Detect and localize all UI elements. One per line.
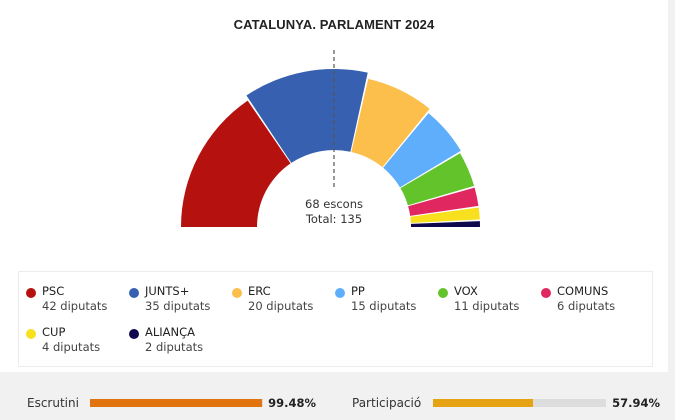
seat-sector-comuns [408, 187, 479, 216]
seat-sector-cup [410, 207, 480, 223]
scrutiny-bar-fill [90, 399, 263, 407]
chart-card: CATALUNYA. PARLAMENT 2024 68 escons Tota… [0, 0, 668, 372]
legend: PSC 42 diputats JUNTS+ 35 diputats ERC 20 dip… [18, 271, 653, 367]
seat-sector-psc [181, 100, 291, 227]
seat-sector-junts- [246, 68, 368, 163]
seat-sector-pp [383, 113, 461, 188]
scrutiny-value: 99.48% [268, 396, 316, 410]
participation-bar [433, 399, 606, 407]
scrutiny-label: Escrutini [27, 396, 79, 410]
legend-swatch [438, 288, 448, 298]
legend-swatch [26, 288, 36, 298]
participation-label: Participació [352, 396, 422, 410]
legend-party-name: COMUNS [557, 284, 609, 298]
seat-sector-erc [351, 78, 430, 168]
total-label: Total: 135 [305, 212, 362, 226]
legend-swatch [335, 288, 345, 298]
legend-seat-count: 2 diputats [145, 340, 204, 354]
hemicycle-chart: 68 escons Total: 135 [181, 50, 480, 227]
footer: Escrutini 99.48% Participació 57.94% [0, 372, 675, 420]
legend-party-name: PP [351, 284, 365, 298]
chart-title: CATALUNYA. PARLAMENT 2024 [233, 17, 435, 32]
seat-sector-vox [400, 153, 475, 206]
legend-seat-count: 4 diputats [42, 340, 101, 354]
participation-bar-fill [433, 399, 534, 407]
legend-swatch [26, 329, 36, 339]
legend-seat-count: 15 diputats [351, 299, 417, 313]
seat-sector-alian-a [410, 221, 480, 227]
legend-party-name: ERC [248, 284, 271, 298]
legend-swatch [129, 329, 139, 339]
majority-label: 68 escons [305, 197, 363, 211]
legend-party-name: PSC [42, 284, 65, 298]
legend-party-name: CUP [42, 325, 66, 339]
legend-swatch [129, 288, 139, 298]
legend-seat-count: 6 diputats [557, 299, 616, 313]
legend-seat-count: 11 diputats [454, 299, 520, 313]
legend-swatch [232, 288, 242, 298]
legend-swatch [541, 288, 551, 298]
legend-party-name: VOX [454, 284, 478, 298]
legend-party-name: ALIANÇA [145, 325, 196, 339]
legend-seat-count: 20 diputats [248, 299, 314, 313]
legend-seat-count: 42 diputats [42, 299, 108, 313]
participation-value: 57.94% [612, 396, 660, 410]
legend-party-name: JUNTS+ [145, 284, 190, 298]
scrutiny-bar [90, 399, 263, 407]
legend-seat-count: 35 diputats [145, 299, 211, 313]
